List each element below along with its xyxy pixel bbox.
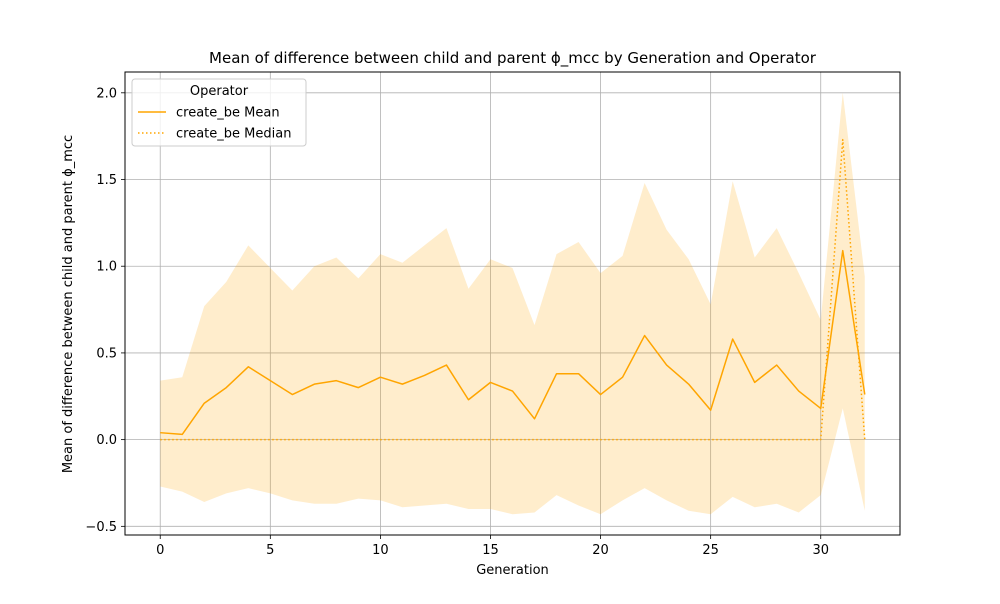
x-tick-label: 10 xyxy=(372,543,389,558)
x-tick-label: 30 xyxy=(812,543,829,558)
x-tick-label: 0 xyxy=(156,543,164,558)
y-tick-label: 1.5 xyxy=(96,173,117,188)
legend-title: Operator xyxy=(190,84,249,99)
mean-series-line xyxy=(160,249,866,436)
y-tick-label: 0.0 xyxy=(96,433,117,448)
y-tick-label: 1.0 xyxy=(96,260,117,275)
series-layer xyxy=(160,138,866,441)
median-series-line xyxy=(160,138,866,441)
x-tick-label: 20 xyxy=(592,543,609,558)
y-tick-label: −0.5 xyxy=(85,520,117,535)
legend-label-median: create_be Median xyxy=(176,127,291,142)
grid xyxy=(125,72,900,535)
confidence-band-layer xyxy=(160,92,865,515)
y-tick-label: 2.0 xyxy=(96,86,117,101)
legend-box xyxy=(131,78,307,147)
legend: Operator create_be Mean create_be Median xyxy=(131,78,307,147)
legend-label-mean: create_be Mean xyxy=(176,106,280,121)
x-tick-label: 15 xyxy=(482,543,499,558)
plot-frame xyxy=(124,71,901,536)
tick-layer: 0 5 10 15 20 25 30 −0.5 0.0 0.5 1.0 1.5 2.0 xyxy=(85,86,829,558)
confidence-band xyxy=(160,92,865,515)
x-axis-label: Generation xyxy=(476,563,549,578)
x-tick-label: 25 xyxy=(702,543,719,558)
y-tick-label: 0.5 xyxy=(96,346,117,361)
chart-title: Mean of difference between child and par… xyxy=(209,49,817,68)
x-tick-label: 5 xyxy=(266,543,274,558)
y-axis-label: Mean of difference between child and par… xyxy=(61,135,76,473)
